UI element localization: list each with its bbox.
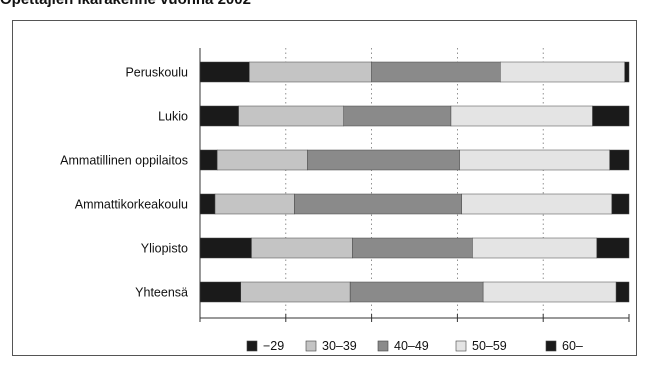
bar-segment-5-3 xyxy=(482,281,617,303)
category-label-2: Ammatillinen oppilaitos xyxy=(60,154,188,168)
category-label-5: Yhteensä xyxy=(135,286,188,300)
bar-segment-2-3 xyxy=(459,149,610,171)
legend-label-1: 30–39 xyxy=(322,339,357,353)
x-axis xyxy=(199,48,630,322)
bar-segment-2-1 xyxy=(216,149,308,171)
bar-segment-3-2 xyxy=(294,193,462,215)
category-labels: Peruskoulu Lukio Ammatillinen oppilaitos Am… xyxy=(60,66,188,300)
bar-segment-5-2 xyxy=(349,281,484,303)
chart-title: Opettajien ikärakenne vuonna 2002 xyxy=(0,0,251,8)
bar-segment-0-3 xyxy=(500,61,625,83)
bar-segment-1-0 xyxy=(199,105,239,127)
bar-segment-3-1 xyxy=(214,193,295,215)
bar-segment-0-1 xyxy=(249,61,372,83)
bar-segment-0-4 xyxy=(624,61,630,83)
bar-segments xyxy=(199,61,630,303)
legend-swatch-4 xyxy=(545,340,557,352)
legend: −29 30–39 40–49 50–59 60– xyxy=(246,339,583,353)
legend-label-2: 40–49 xyxy=(394,339,429,353)
bar-segment-4-2 xyxy=(352,237,473,259)
bar-segment-2-4 xyxy=(609,149,630,171)
bar-segment-3-4 xyxy=(611,193,630,215)
category-label-4: Yliopisto xyxy=(141,242,188,256)
bar-segment-5-0 xyxy=(199,281,242,303)
legend-label-3: 50–59 xyxy=(472,339,507,353)
bar-segment-4-0 xyxy=(199,237,252,259)
grid-lines xyxy=(285,48,544,318)
bar-segment-0-2 xyxy=(371,61,501,83)
bar-segment-4-4 xyxy=(596,237,630,259)
bar-segment-1-1 xyxy=(238,105,344,127)
category-label-0: Peruskoulu xyxy=(125,66,188,80)
bar-segment-4-1 xyxy=(251,237,353,259)
bar-segment-1-3 xyxy=(450,105,593,127)
legend-label-0: −29 xyxy=(263,339,284,353)
legend-label-4: 60– xyxy=(562,339,583,353)
category-label-3: Ammattikorkeakoulu xyxy=(75,198,188,212)
bar-segment-2-0 xyxy=(199,149,218,171)
legend-swatch-1 xyxy=(305,340,317,352)
bar-segment-4-3 xyxy=(472,237,598,259)
legend-swatch-2 xyxy=(377,340,389,352)
legend-swatch-3 xyxy=(455,340,467,352)
bar-segment-1-2 xyxy=(343,105,452,127)
bar-segment-3-3 xyxy=(461,193,613,215)
bar-segment-2-2 xyxy=(307,149,460,171)
bar-segment-5-4 xyxy=(615,281,630,303)
category-label-1: Lukio xyxy=(158,110,188,124)
bar-segment-5-1 xyxy=(240,281,351,303)
legend-swatch-0 xyxy=(246,340,258,352)
bar-segment-3-0 xyxy=(199,193,216,215)
bar-segment-0-0 xyxy=(199,61,250,83)
bar-segment-1-4 xyxy=(592,105,630,127)
